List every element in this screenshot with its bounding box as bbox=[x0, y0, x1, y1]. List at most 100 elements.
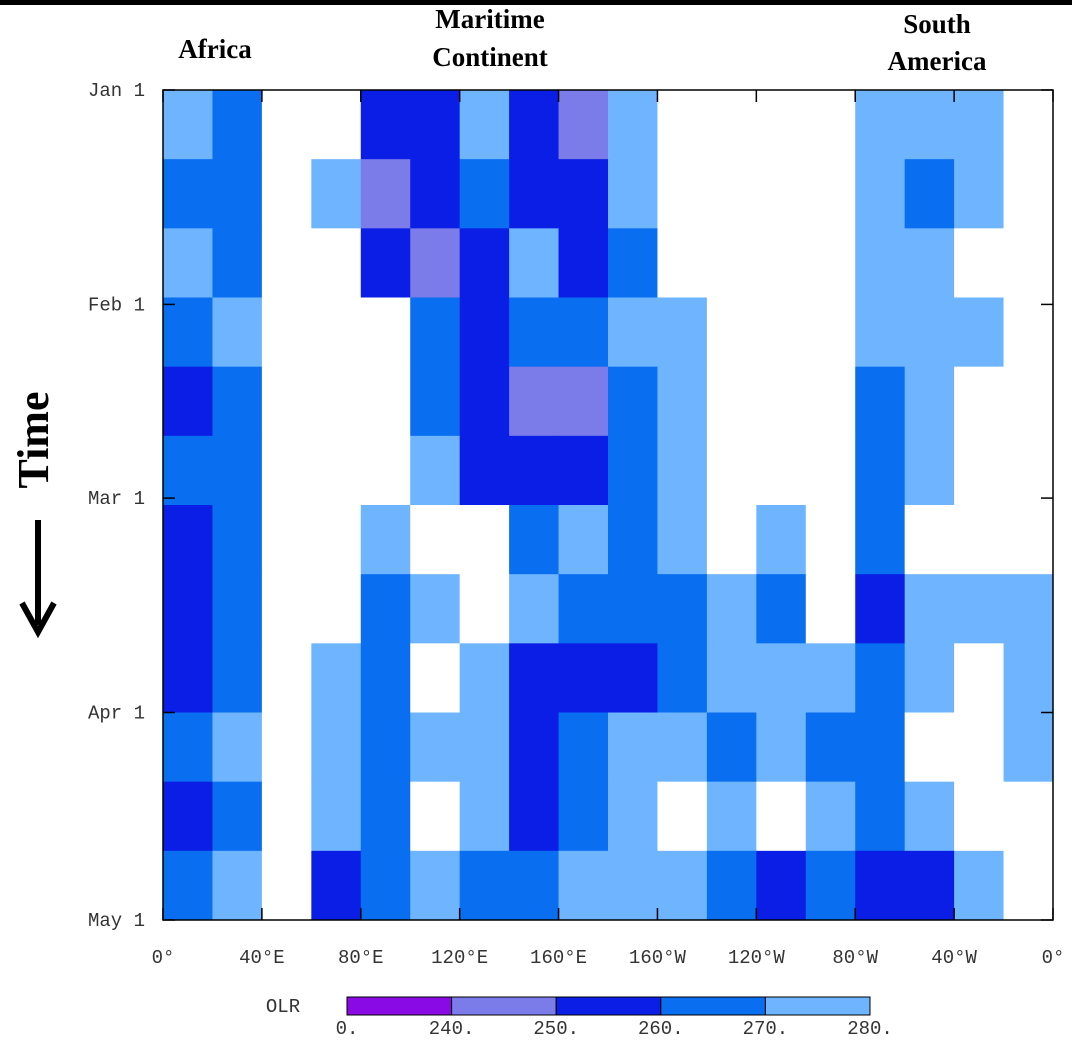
field-cell bbox=[904, 850, 955, 921]
field-cell bbox=[954, 159, 1005, 229]
field-cell bbox=[163, 574, 213, 644]
time-arrow bbox=[19, 520, 57, 639]
field-cell bbox=[855, 366, 906, 437]
field-cell bbox=[657, 781, 708, 852]
field-cell bbox=[657, 366, 708, 437]
field-cell bbox=[756, 781, 807, 852]
field-cell bbox=[360, 574, 411, 644]
plot-frame bbox=[162, 89, 1054, 921]
field-cell bbox=[706, 781, 757, 852]
field-cell bbox=[904, 505, 955, 575]
field-cell bbox=[756, 505, 807, 575]
field-cell bbox=[657, 505, 708, 575]
y-tick-label: Apr 1 bbox=[88, 703, 145, 725]
field-cell bbox=[163, 505, 213, 575]
field-cell bbox=[212, 159, 263, 229]
field-cell bbox=[608, 850, 658, 921]
colorbar-swatch bbox=[555, 996, 662, 1016]
field-cell bbox=[459, 781, 510, 852]
field-cell bbox=[410, 850, 461, 921]
field-cell bbox=[163, 781, 213, 852]
field-cell bbox=[311, 159, 362, 229]
field-cell bbox=[558, 574, 609, 644]
field-cell bbox=[657, 712, 708, 783]
field-cell bbox=[311, 366, 362, 437]
x-tick-label: 0° bbox=[1042, 947, 1065, 969]
field-cell bbox=[1003, 643, 1054, 713]
field-cell bbox=[954, 297, 1005, 368]
field-cell bbox=[509, 850, 560, 921]
field-cell bbox=[212, 297, 263, 368]
field-cell bbox=[360, 297, 411, 368]
field-cell bbox=[706, 505, 757, 575]
field-cell bbox=[459, 159, 510, 229]
field-cell bbox=[904, 297, 955, 368]
field-cell bbox=[410, 159, 461, 229]
field-cell bbox=[954, 505, 1005, 575]
field-cell bbox=[706, 574, 757, 644]
field-cell bbox=[261, 159, 312, 229]
field-cell bbox=[756, 228, 807, 298]
colorbar-tick-label: 250. bbox=[533, 1018, 579, 1040]
field-cell bbox=[311, 505, 362, 575]
field-cell bbox=[261, 643, 312, 713]
field-cell bbox=[855, 712, 906, 783]
field-cell bbox=[459, 435, 510, 506]
field-cell bbox=[1003, 159, 1054, 229]
field-cell bbox=[706, 435, 757, 506]
field-cell bbox=[558, 297, 609, 368]
field-cell bbox=[657, 574, 708, 644]
colorbar-tick-label: 280. bbox=[847, 1018, 893, 1040]
field-cell bbox=[509, 90, 560, 160]
field-cell bbox=[410, 228, 461, 298]
field-cell bbox=[904, 574, 955, 644]
field-cell bbox=[261, 435, 312, 506]
field-cell bbox=[261, 574, 312, 644]
field-cell bbox=[805, 574, 856, 644]
field-cell bbox=[410, 574, 461, 644]
field-cell bbox=[1003, 712, 1054, 783]
field-cell bbox=[311, 297, 362, 368]
field-cell bbox=[212, 505, 263, 575]
field-cell bbox=[558, 90, 609, 160]
field-cell bbox=[410, 366, 461, 437]
field-cell bbox=[459, 366, 510, 437]
field-cell bbox=[657, 90, 708, 160]
field-cell bbox=[558, 781, 609, 852]
field-cell bbox=[805, 643, 856, 713]
field-cell bbox=[459, 297, 510, 368]
field-cell bbox=[459, 643, 510, 713]
field-cell bbox=[608, 712, 658, 783]
field-cell bbox=[608, 228, 658, 298]
field-cell bbox=[756, 366, 807, 437]
field-cell bbox=[756, 159, 807, 229]
field-cell bbox=[706, 159, 757, 229]
field-cell bbox=[608, 297, 658, 368]
colorbar-tick-label: 270. bbox=[743, 1018, 789, 1040]
x-tick-label: 160°W bbox=[629, 947, 687, 969]
field-cell bbox=[608, 159, 658, 229]
field-cell bbox=[706, 643, 757, 713]
field-cell bbox=[360, 228, 411, 298]
field-cell bbox=[261, 228, 312, 298]
field-cell bbox=[1003, 90, 1054, 160]
field-cell bbox=[163, 159, 213, 229]
field-cell bbox=[1003, 228, 1054, 298]
field-cell bbox=[212, 435, 263, 506]
field-cell bbox=[805, 850, 856, 921]
field-cell bbox=[311, 228, 362, 298]
field-cell bbox=[756, 643, 807, 713]
field-cell bbox=[756, 574, 807, 644]
colorbar-label: OLR bbox=[266, 996, 300, 1018]
field-cell bbox=[706, 366, 757, 437]
colorbar-tick-label: 260. bbox=[638, 1018, 684, 1040]
field-cell bbox=[904, 712, 955, 783]
field-cell bbox=[261, 712, 312, 783]
x-tick-label: 120°E bbox=[431, 947, 488, 969]
x-tick-label: 120°W bbox=[728, 947, 786, 969]
x-tick-label: 80°W bbox=[832, 947, 878, 969]
field-cell bbox=[805, 781, 856, 852]
field-cell bbox=[706, 228, 757, 298]
field-cell bbox=[163, 90, 213, 160]
field-cell bbox=[608, 90, 658, 160]
